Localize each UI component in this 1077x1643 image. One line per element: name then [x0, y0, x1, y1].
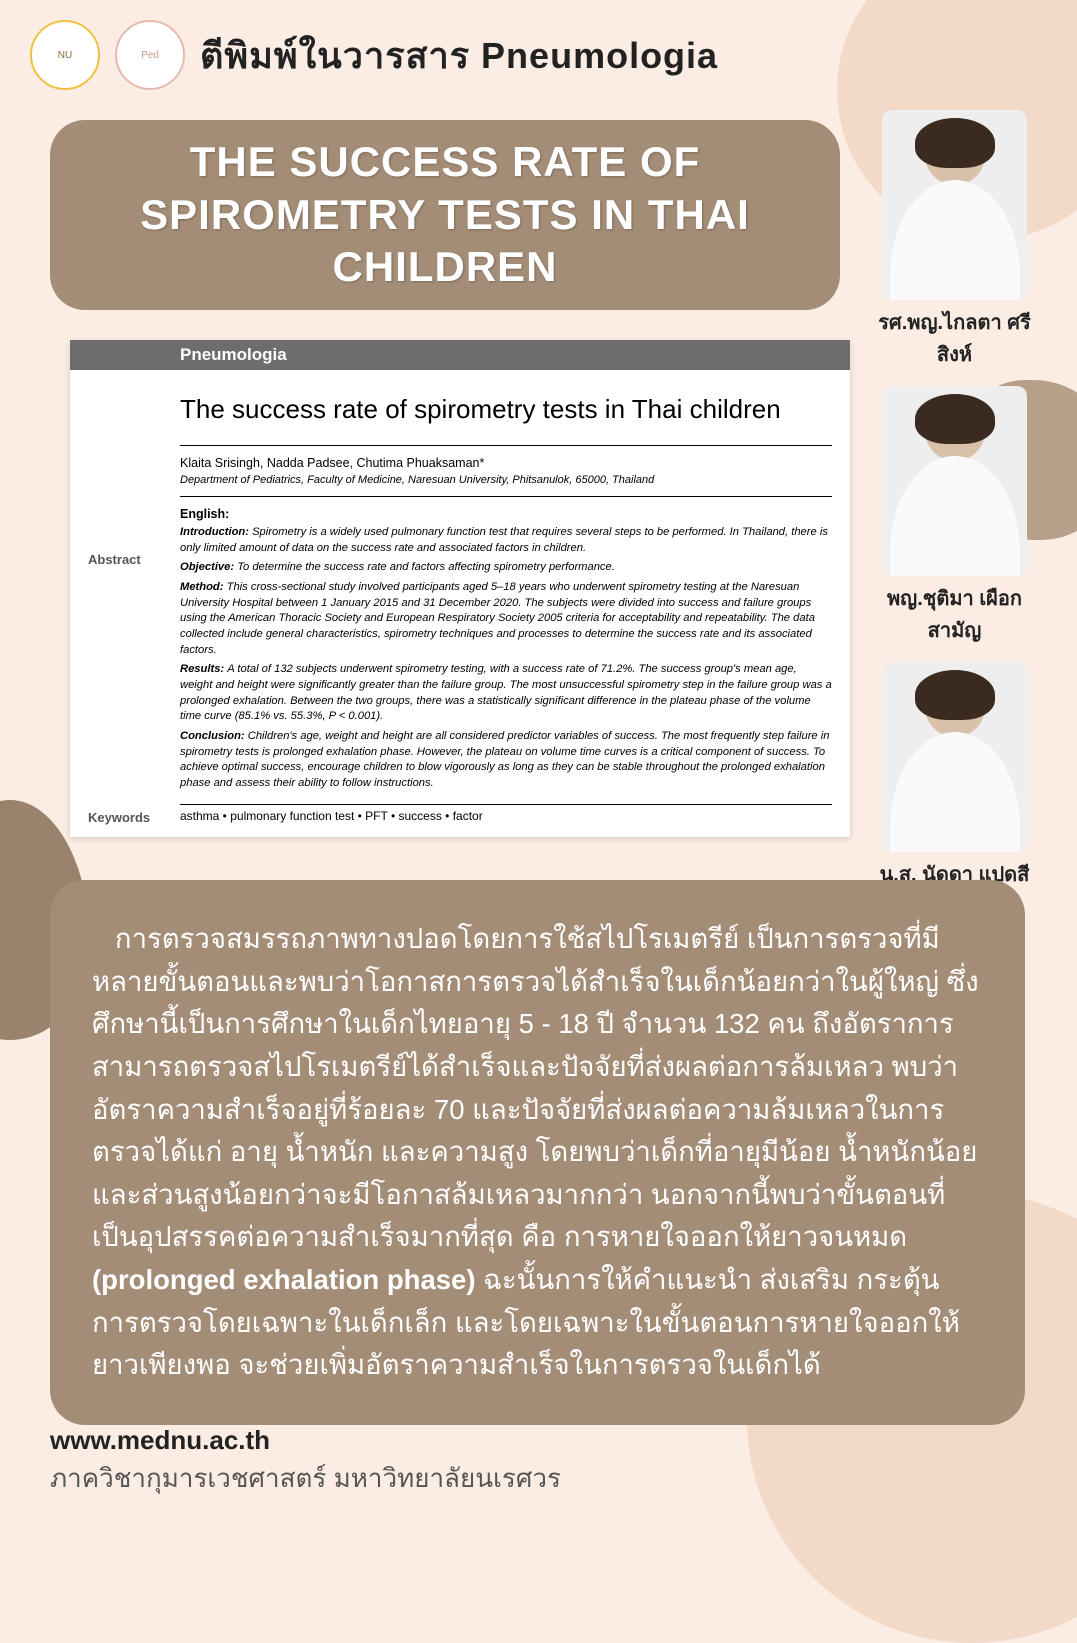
- header: NU Ped ตีพิมพ์ในวารสาร Pneumologia: [30, 20, 718, 90]
- footer-url: www.mednu.ac.th: [50, 1425, 561, 1456]
- abstract-authors: Klaita Srisingh, Nadda Padsee, Chutima P…: [70, 446, 850, 474]
- abstract-english-heading: English:: [70, 497, 850, 525]
- abstract-title: The success rate of spirometry tests in …: [70, 370, 850, 445]
- author-card: น.ส. นัดดา แปดสี: [862, 662, 1047, 890]
- keywords-label: Keywords: [88, 810, 150, 825]
- author-portrait: [882, 662, 1027, 852]
- abstract-results: Results: A total of 132 subjects underwe…: [70, 662, 850, 729]
- author-card: รศ.พญ.ไกลตา ศรีสิงห์: [862, 110, 1047, 370]
- summary-indent: [92, 923, 115, 954]
- author-name: รศ.พญ.ไกลตา ศรีสิงห์: [862, 306, 1047, 370]
- abstract-conclusion: Conclusion: Children's age, weight and h…: [70, 729, 850, 796]
- authors-column: รศ.พญ.ไกลตา ศรีสิงห์ พญ.ชุติมา เผือกสามั…: [862, 110, 1047, 890]
- abstract-objective: Objective: To determine the success rate…: [70, 560, 850, 580]
- author-portrait: [882, 110, 1027, 300]
- abstract-department: Department of Pediatrics, Faculty of Med…: [70, 474, 850, 496]
- abstract-card: Pneumologia The success rate of spiromet…: [70, 340, 850, 837]
- author-name: พญ.ชุติมา เผือกสามัญ: [862, 582, 1047, 646]
- thai-summary-box: การตรวจสมรรถภาพทางปอดโดยการใช้สไปโรเมตรี…: [50, 880, 1025, 1425]
- title-banner: THE SUCCESS RATE OF SPIROMETRY TESTS IN …: [50, 120, 840, 310]
- abstract-keywords: asthma • pulmonary function test • PFT •…: [70, 805, 850, 837]
- department-logo-icon: Ped: [115, 20, 185, 90]
- abstract-journal-bar: Pneumologia: [70, 340, 850, 370]
- summary-text-1: การตรวจสมรรถภาพทางปอดโดยการใช้สไปโรเมตรี…: [92, 923, 979, 1252]
- summary-bold: (prolonged exhalation phase): [92, 1264, 476, 1295]
- author-card: พญ.ชุติมา เผือกสามัญ: [862, 386, 1047, 646]
- university-logo-icon: NU: [30, 20, 100, 90]
- journal-line: ตีพิมพ์ในวารสาร Pneumologia: [200, 27, 718, 84]
- abstract-method: Method: This cross-sectional study invol…: [70, 580, 850, 662]
- abstract-label: Abstract: [88, 552, 141, 567]
- footer-department: ภาควิชากุมารเวชศาสตร์ มหาวิทยาลัยนเรศวร: [50, 1458, 561, 1499]
- title-text: THE SUCCESS RATE OF SPIROMETRY TESTS IN …: [90, 136, 800, 294]
- author-portrait: [882, 386, 1027, 576]
- abstract-intro: Introduction: Spirometry is a widely use…: [70, 525, 850, 560]
- footer: www.mednu.ac.th ภาควิชากุมารเวชศาสตร์ มห…: [50, 1425, 561, 1499]
